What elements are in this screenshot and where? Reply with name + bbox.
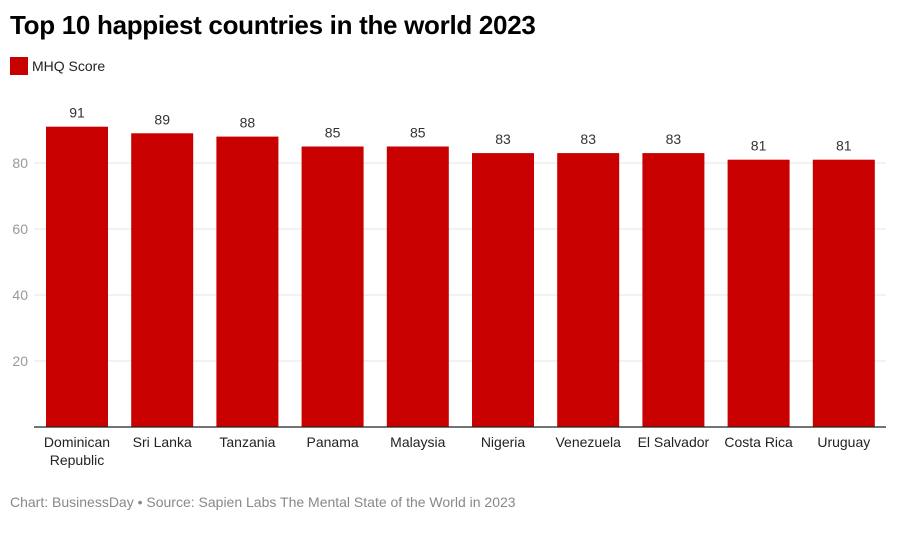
bar — [216, 136, 279, 427]
x-tick-label: Panama — [307, 434, 359, 450]
data-label: 83 — [580, 131, 596, 147]
x-tick-label: Nigeria — [481, 434, 526, 450]
bar — [386, 146, 449, 427]
bar — [812, 159, 875, 427]
data-label: 83 — [495, 131, 511, 147]
x-tick-label: Venezuela — [555, 434, 621, 450]
data-label: 81 — [751, 138, 767, 154]
data-label: 91 — [69, 105, 85, 121]
legend-label: MHQ Score — [32, 58, 106, 74]
legend-swatch — [10, 57, 28, 75]
bar — [642, 153, 705, 427]
bar — [557, 153, 620, 427]
y-tick-label: 40 — [12, 287, 28, 303]
bar — [131, 133, 194, 428]
data-label: 83 — [666, 131, 682, 147]
data-label: 85 — [410, 125, 426, 141]
data-label: 88 — [240, 115, 256, 131]
y-tick-label: 80 — [12, 155, 28, 171]
legend: MHQ Score — [10, 57, 105, 75]
data-label: 85 — [325, 125, 341, 141]
data-label: 89 — [154, 111, 170, 127]
y-tick-label: 60 — [12, 221, 28, 237]
x-tick-label: Dominican Republic — [44, 434, 110, 468]
y-tick-label: 20 — [12, 353, 28, 369]
x-tick-label: Sri Lanka — [133, 434, 192, 450]
x-tick-label: El Salvador — [638, 434, 710, 450]
chart-footer: Chart: BusinessDay • Source: Sapien Labs… — [10, 494, 516, 510]
x-tick-label: Uruguay — [817, 434, 870, 450]
bar — [301, 146, 364, 427]
bar — [727, 159, 790, 427]
x-tick-label: Tanzania — [219, 434, 275, 450]
chart-title: Top 10 happiest countries in the world 2… — [10, 10, 536, 40]
data-label: 81 — [836, 138, 852, 154]
bar — [46, 126, 108, 427]
x-tick-label: Malaysia — [390, 434, 445, 450]
x-tick-label: Costa Rica — [724, 434, 793, 450]
bar — [472, 153, 534, 427]
